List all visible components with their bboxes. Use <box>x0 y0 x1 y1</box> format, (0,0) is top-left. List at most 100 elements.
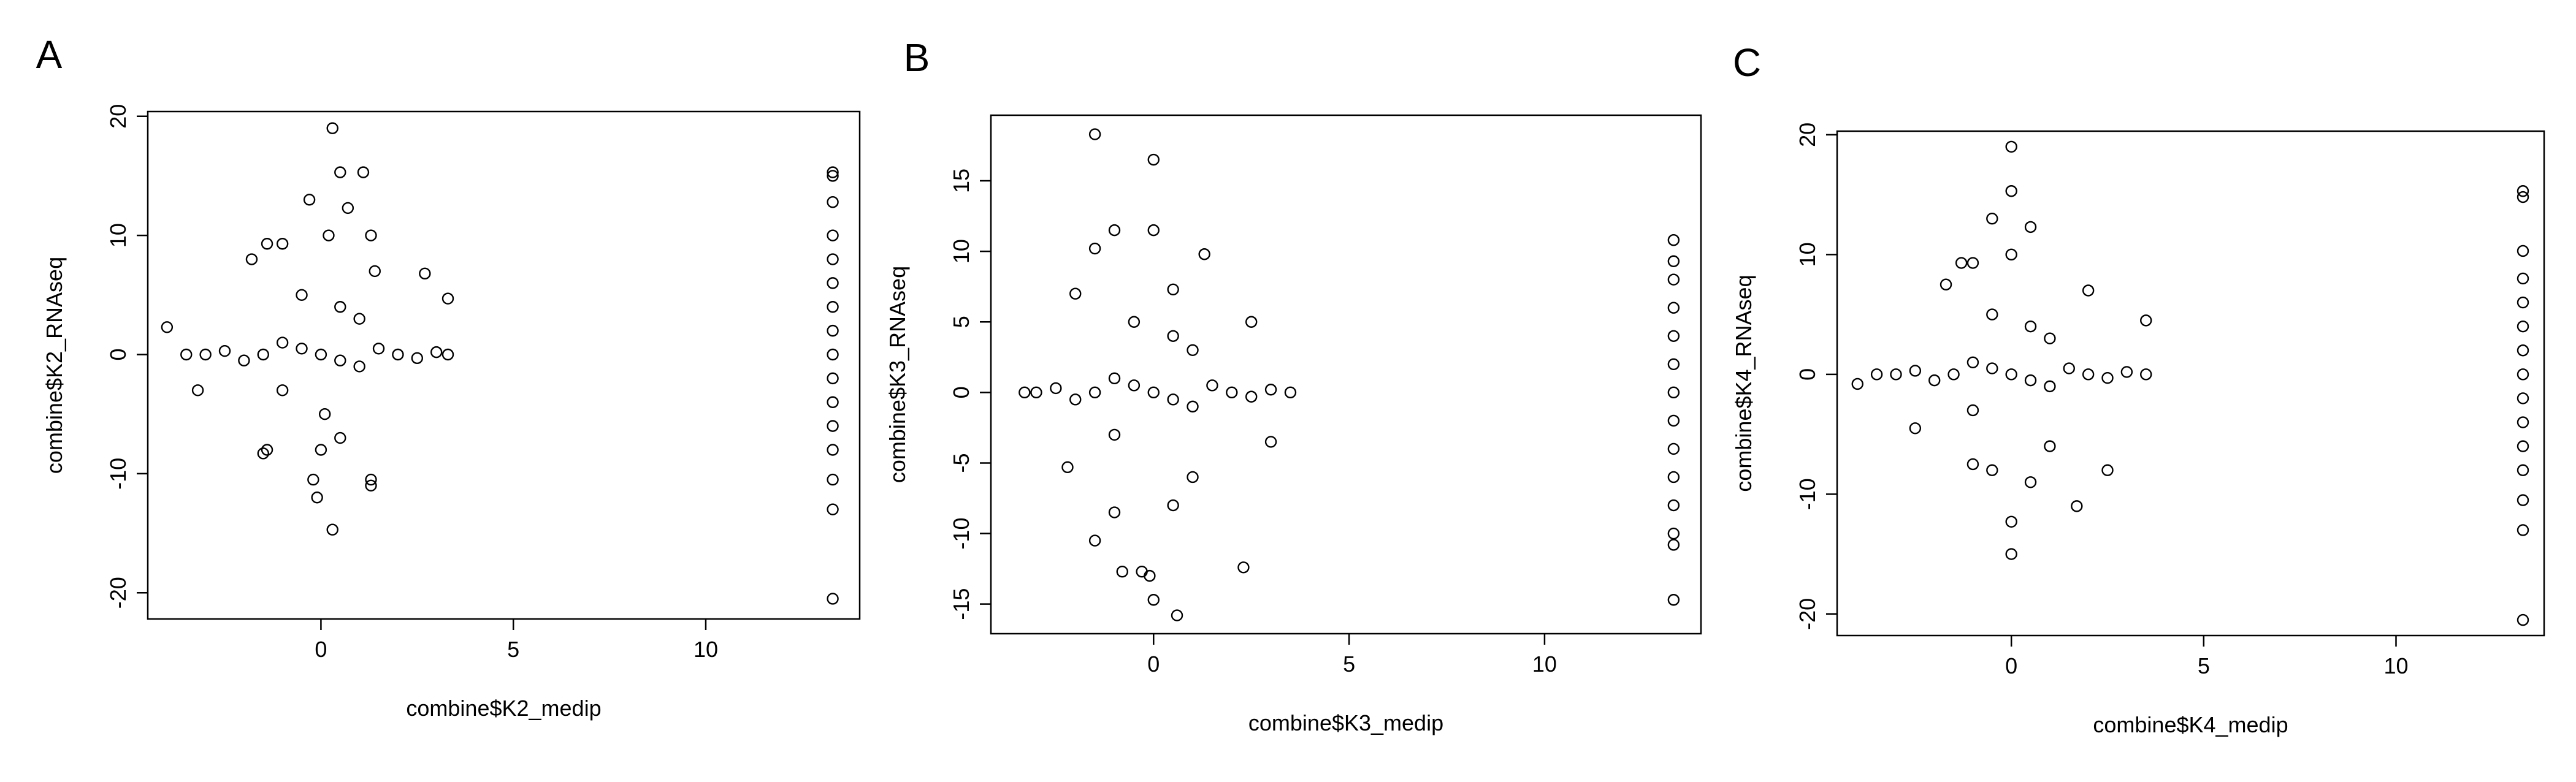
data-point <box>1890 368 1902 381</box>
data-point <box>1167 283 1179 296</box>
data-point <box>2517 440 2529 452</box>
data-point <box>307 473 319 486</box>
data-point <box>1966 458 1979 471</box>
data-point <box>1147 224 1160 237</box>
data-point <box>334 431 346 444</box>
data-point <box>1851 378 1863 390</box>
y-tick-label: -20 <box>105 577 131 609</box>
data-point <box>2024 374 2037 387</box>
data-point <box>1667 527 1680 540</box>
data-point <box>1069 287 1082 300</box>
data-point <box>1206 379 1218 392</box>
data-point <box>161 321 174 333</box>
data-point <box>392 348 404 361</box>
data-point <box>2005 248 2017 261</box>
x-axis-label: combine$K2_medip <box>406 696 601 721</box>
data-point <box>827 196 839 208</box>
data-point <box>1667 302 1680 314</box>
data-point <box>430 346 443 359</box>
data-point <box>276 238 289 250</box>
data-point <box>191 384 204 397</box>
data-point <box>1108 224 1121 237</box>
data-point <box>1116 566 1128 578</box>
y-axis-label: combine$K2_RNAseq <box>42 257 67 474</box>
plot-frame <box>147 110 861 620</box>
data-point <box>353 313 365 325</box>
data-point <box>827 170 839 182</box>
data-point <box>1108 506 1121 518</box>
data-point <box>2517 320 2529 333</box>
x-tick-label: 10 <box>2383 653 2408 678</box>
data-point <box>365 479 377 492</box>
data-point <box>1986 213 1998 225</box>
data-point <box>827 277 839 289</box>
y-tick-label: 10 <box>105 223 131 248</box>
data-point <box>180 348 193 361</box>
data-point <box>1947 368 1960 381</box>
data-point <box>334 301 346 313</box>
data-point <box>1088 242 1101 255</box>
data-point <box>1019 386 1031 399</box>
data-point <box>1966 404 1979 417</box>
data-point <box>1187 471 1199 484</box>
data-point <box>827 348 839 361</box>
data-point <box>311 492 323 504</box>
y-tick-label: -15 <box>949 588 974 620</box>
data-point <box>326 122 338 134</box>
data-point <box>1050 382 1062 395</box>
data-point <box>1284 386 1297 399</box>
data-point <box>411 352 423 365</box>
data-point <box>357 166 370 178</box>
data-point <box>1667 442 1680 455</box>
data-point <box>1955 257 1968 269</box>
y-tick-label: 10 <box>1795 242 1820 267</box>
data-point <box>2517 296 2529 309</box>
data-point <box>276 384 289 397</box>
data-point <box>1198 248 1210 260</box>
data-point <box>1264 384 1277 396</box>
y-tick-label: 5 <box>949 316 974 328</box>
data-point <box>2005 548 2017 560</box>
data-point <box>1108 372 1121 385</box>
data-point <box>2517 524 2529 536</box>
data-point <box>1966 257 1979 269</box>
y-tick-label: 0 <box>1795 368 1820 381</box>
data-point <box>245 253 258 265</box>
data-point <box>2044 332 2056 344</box>
data-point <box>1667 234 1680 246</box>
data-point <box>827 301 839 313</box>
data-point <box>1108 428 1121 441</box>
x-tick-label: 5 <box>1343 651 1355 677</box>
data-point <box>199 348 212 361</box>
data-point <box>2517 272 2529 285</box>
data-point <box>2120 366 2133 378</box>
data-point <box>296 289 308 302</box>
data-point <box>257 348 269 361</box>
data-point <box>2063 362 2075 374</box>
data-point <box>334 354 346 366</box>
data-point <box>2082 284 2095 297</box>
data-point <box>218 344 231 357</box>
data-point <box>1187 400 1199 413</box>
data-point <box>1088 386 1101 399</box>
data-point <box>1264 436 1277 448</box>
y-tick-label: 10 <box>949 239 974 264</box>
y-tick-label: 0 <box>105 348 131 360</box>
y-tick-label: 15 <box>949 169 974 193</box>
data-point <box>827 396 839 408</box>
data-point <box>365 473 377 486</box>
data-point <box>2517 344 2529 357</box>
data-point <box>1667 386 1680 399</box>
data-point <box>238 354 250 366</box>
data-point <box>1245 316 1258 328</box>
data-point <box>1667 539 1680 551</box>
data-point <box>2517 368 2529 381</box>
data-point <box>1667 255 1680 267</box>
data-point <box>827 372 839 385</box>
y-tick-label: -10 <box>105 458 131 490</box>
data-point <box>2517 464 2529 476</box>
data-point <box>1986 464 1998 476</box>
data-point <box>2005 515 2017 528</box>
data-point <box>2024 320 2037 333</box>
